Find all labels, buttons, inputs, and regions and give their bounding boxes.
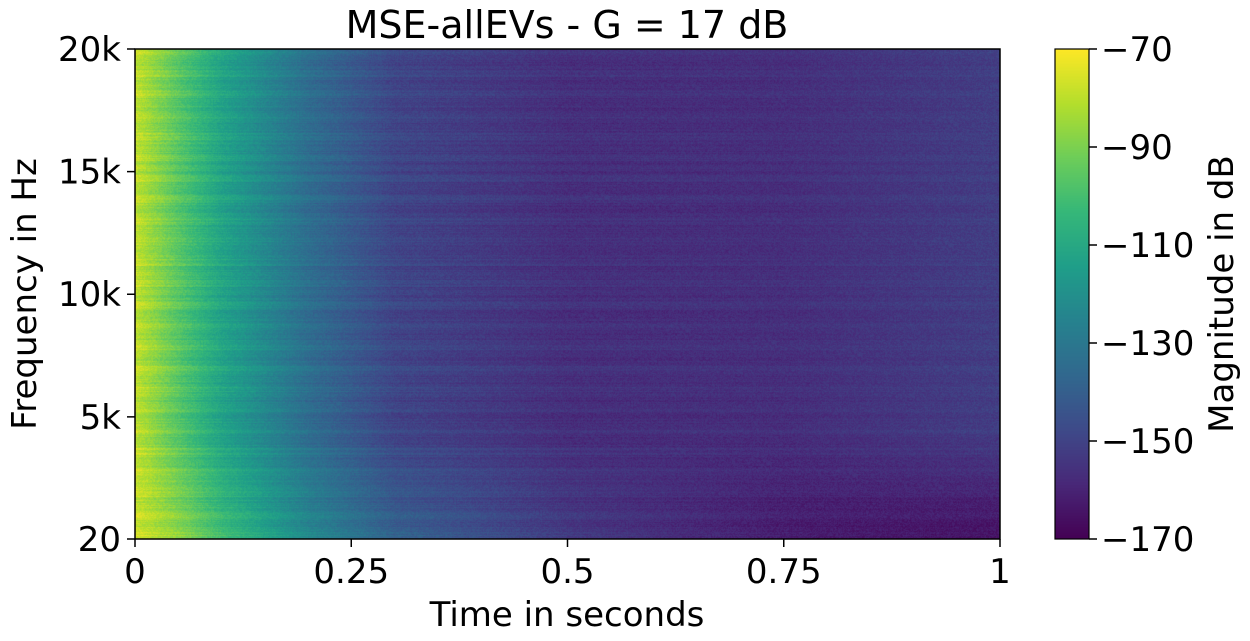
colorbar-tick-label: −110 (1101, 226, 1194, 266)
chart-title: MSE-allEVs - G = 17 dB (346, 3, 789, 47)
colorbar-tick-label: −90 (1101, 128, 1173, 168)
colorbar-gradient (1055, 49, 1089, 539)
x-tick-label: 0.25 (313, 552, 389, 592)
colorbar-tick-label: −70 (1101, 30, 1173, 70)
y-axis-label: Frequency in Hz (5, 158, 45, 430)
x-axis-label: Time in seconds (429, 595, 705, 635)
plot-frame (134, 48, 1001, 540)
y-tick-label: 15k (58, 153, 121, 193)
colorbar-label: Magnitude in dB (1202, 155, 1242, 433)
colorbar-tick-label: −130 (1101, 324, 1194, 364)
y-tick-label: 10k (58, 275, 121, 315)
colorbar-frame (1054, 48, 1090, 540)
x-tick-label: 0.75 (746, 552, 822, 592)
colorbar-tick-label: −150 (1101, 422, 1194, 462)
y-tick-label: 5k (80, 398, 122, 438)
y-tick-label: 20 (78, 520, 121, 560)
colorbar-tick-label: −170 (1101, 520, 1194, 560)
colorbar-ticks: −70 −90 −110 −130 −150 −170 (1089, 30, 1194, 560)
spectrogram-heatmap (135, 49, 1000, 539)
y-tick-label: 20k (58, 30, 121, 70)
y-axis-ticks: 20 5k 10k 15k 20k (58, 30, 135, 560)
x-tick-label: 0 (124, 552, 146, 592)
x-tick-label: 1 (989, 552, 1011, 592)
x-axis-ticks: 0 0.25 0.5 0.75 1 (124, 539, 1011, 592)
x-tick-label: 0.5 (540, 552, 594, 592)
